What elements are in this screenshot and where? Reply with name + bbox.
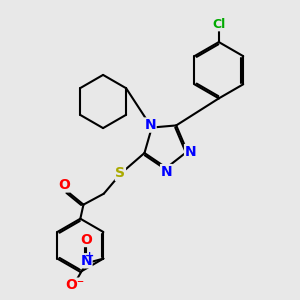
Text: O⁻: O⁻: [66, 278, 85, 292]
Text: N: N: [80, 254, 92, 268]
Text: O: O: [58, 178, 70, 192]
Text: O: O: [80, 232, 92, 247]
Text: N: N: [144, 118, 156, 132]
Text: +: +: [85, 251, 94, 261]
Text: Cl: Cl: [212, 18, 226, 31]
Text: N: N: [184, 145, 196, 158]
Text: S: S: [116, 166, 125, 180]
Text: N: N: [160, 165, 172, 178]
